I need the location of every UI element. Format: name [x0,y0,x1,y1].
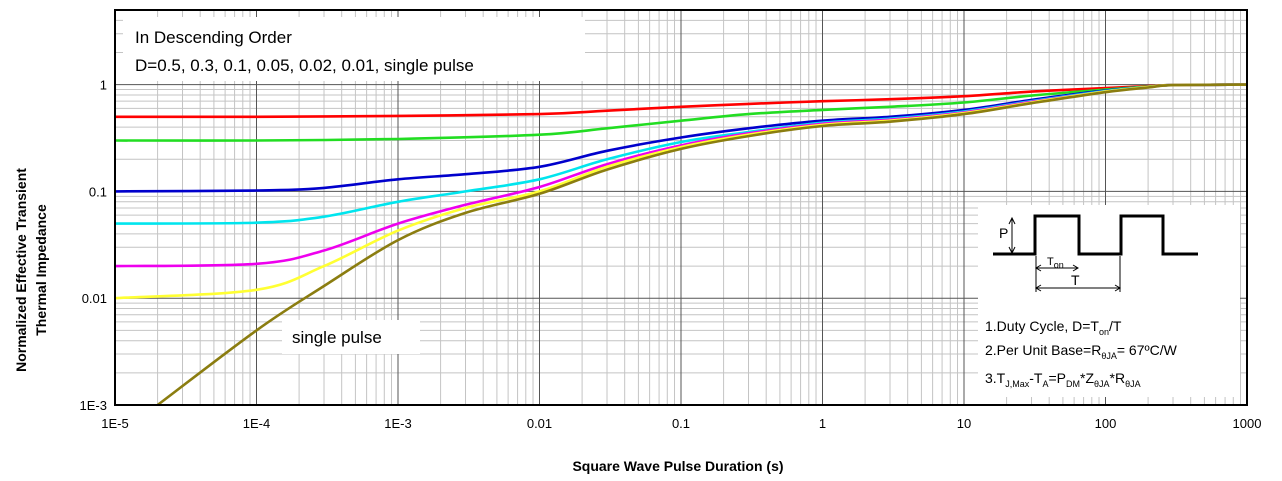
x-tick-label: 1 [819,416,826,431]
x-tick-label: 0.1 [672,416,690,431]
order-annotation-box [123,17,585,81]
pulse-waveform-icon [993,214,1198,292]
inset-panel: P Ton T 1.Duty Cycle, D=Ton/T 2.Per Unit… [978,205,1240,397]
y-tick-label: 1 [100,78,107,93]
x-tick-label: 0.01 [527,416,552,431]
single-pulse-label: single pulse [292,328,382,347]
x-tick-labels: 1E-5 1E-4 1E-3 0.01 0.1 1 10 100 1000 [101,416,1261,431]
note-junction-temperature: 3.TJ,Max-TA=PDM*ZθJA*RθJA [985,370,1141,389]
y-tick-label: 0.01 [82,291,107,306]
y-axis-title: Normalized Effective Transient Thermal I… [13,168,49,372]
impedance-curve [156,83,1248,407]
single-pulse-label-box [282,320,420,354]
y-tick-labels: 1E-3 0.01 0.1 1 [80,78,107,413]
order-annotation-line2: D=0.5, 0.3, 0.1, 0.05, 0.02, 0.01, singl… [135,56,474,75]
y-axis-title-line1: Normalized Effective Transient [13,168,29,372]
order-annotation-line1: In Descending Order [135,28,292,47]
note-duty-cycle: 1.Duty Cycle, D=Ton/T [985,318,1122,337]
y-tick-label: 1E-3 [80,398,107,413]
x-tick-label: 100 [1095,416,1117,431]
x-tick-label: 1E-5 [101,416,128,431]
curves [114,83,1248,407]
x-tick-label: 1E-3 [384,416,411,431]
x-tick-label: 1E-4 [243,416,270,431]
inset-background [978,205,1240,397]
x-axis-title: Square Wave Pulse Duration (s) [572,458,783,474]
y-axis-title-line2: Thermal Impedance [33,204,49,336]
inset-t-label: T [1071,272,1080,288]
x-tick-label: 1000 [1233,416,1262,431]
y-tick-label: 0.1 [89,184,107,199]
x-tick-label: 10 [957,416,971,431]
inset-ton-label: Ton [1047,256,1064,270]
inset-p-label: P [999,225,1008,241]
plot-frame [114,9,1248,406]
note-per-unit-base: 2.Per Unit Base=RθJA= 67ºC/W [985,342,1178,361]
